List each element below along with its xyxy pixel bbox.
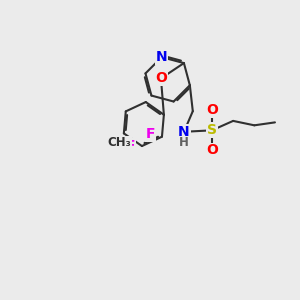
Text: H: H [179, 136, 189, 149]
Text: CH₃: CH₃ [108, 136, 131, 149]
Text: O: O [206, 103, 218, 117]
Text: N: N [156, 50, 167, 64]
Text: N: N [178, 125, 190, 139]
Text: F: F [125, 139, 135, 153]
Text: F: F [146, 128, 155, 141]
Text: O: O [155, 71, 167, 85]
Text: S: S [207, 123, 217, 137]
Text: O: O [206, 143, 218, 157]
